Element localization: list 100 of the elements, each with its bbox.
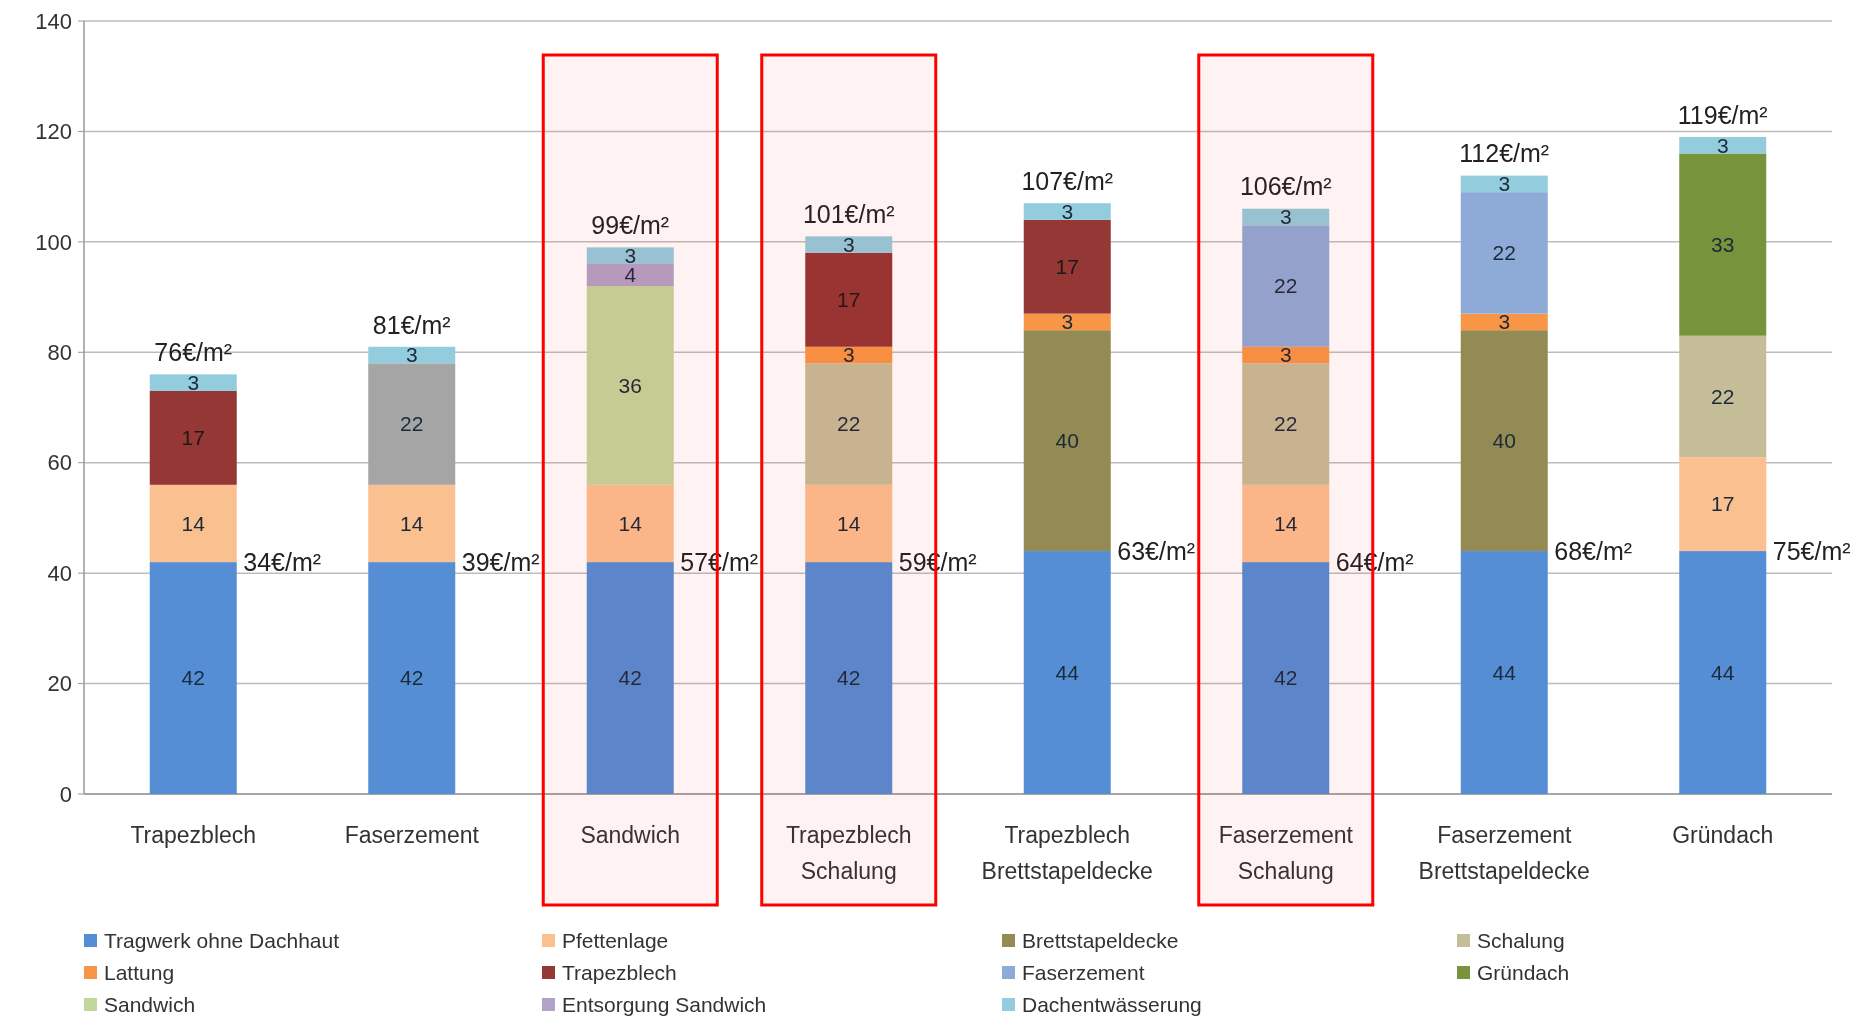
total-label: 112€/m² (1459, 139, 1550, 168)
legend-label: Faserzement (1022, 961, 1145, 985)
bar (1460, 551, 1548, 794)
y-tick-label: 80 (47, 339, 72, 365)
bar (805, 236, 893, 253)
legend-label: Brettstapeldecke (1022, 929, 1179, 953)
data-label: 44 (1711, 660, 1735, 684)
x-tick-label: Trapezblech (130, 822, 257, 848)
data-label: 3 (1061, 310, 1074, 334)
bar (1242, 346, 1330, 364)
bar (368, 346, 456, 364)
data-label: 44 (1055, 660, 1080, 684)
bar (368, 562, 456, 794)
data-label: 40 (1492, 428, 1516, 452)
bar (149, 390, 237, 485)
data-label: 14 (181, 511, 206, 535)
bar (805, 363, 893, 485)
data-label: 36 (618, 373, 642, 397)
y-tick-label: 60 (47, 450, 72, 476)
bar (1679, 136, 1767, 154)
data-label: 22 (1274, 274, 1298, 298)
annotation: 68€/m² (1554, 536, 1633, 565)
bar (586, 247, 674, 264)
y-tick-label: 120 (35, 119, 72, 145)
bar (586, 562, 674, 794)
total-label: 106€/m² (1239, 172, 1332, 201)
x-tick-label: Sandwich (580, 822, 681, 848)
data-label: 3 (1061, 199, 1074, 223)
y-tick-label: 40 (47, 560, 72, 586)
data-label: 14 (618, 511, 643, 535)
bar (149, 484, 237, 563)
data-label: 44 (1492, 660, 1517, 684)
bar (586, 286, 674, 485)
bar (586, 263, 674, 287)
legend-label: Pfettenlage (562, 929, 669, 953)
annotation: 34€/m² (243, 547, 322, 576)
data-label: 3 (842, 343, 855, 367)
total-label: 107€/m² (1021, 166, 1114, 195)
legend-label: Sandwich (104, 993, 196, 1017)
data-label: 3 (842, 232, 855, 256)
data-label: 3 (1279, 205, 1292, 229)
x-tick-label: Faserzement Brettstapeldecke (1418, 822, 1590, 884)
bar (1460, 330, 1548, 552)
bar (149, 562, 237, 794)
bar (149, 374, 237, 391)
data-label: 3 (1279, 343, 1292, 367)
bar (586, 484, 674, 563)
x-tick-label: Trapezblech Brettstapeldecke (981, 822, 1153, 884)
x-tick-label: Faserzement (344, 822, 480, 848)
bar (1679, 551, 1767, 794)
data-label: 17 (181, 426, 205, 450)
legend-label: Trapezblech (562, 961, 677, 985)
bar (1023, 219, 1111, 314)
total-label: 76€/m² (154, 338, 233, 367)
x-tick-label: Trapezblech Schalung (785, 822, 912, 884)
bar (805, 346, 893, 364)
bar (1460, 175, 1548, 193)
data-label: 3 (405, 343, 418, 367)
data-label: 42 (1274, 666, 1298, 690)
bar (368, 484, 456, 563)
legend-label: Gründach (1477, 961, 1570, 985)
bar (1242, 225, 1330, 347)
bar (1679, 457, 1767, 552)
data-label: 17 (1055, 255, 1079, 279)
bar (1460, 313, 1548, 331)
bar (1679, 335, 1767, 458)
data-label: 14 (837, 511, 861, 535)
total-label: 101€/m² (802, 200, 895, 229)
data-label: 22 (1711, 384, 1735, 408)
annotation: 75€/m² (1772, 536, 1851, 565)
data-label: 14 (400, 511, 424, 535)
y-tick-label: 140 (35, 8, 72, 34)
bar (1242, 363, 1330, 485)
bar (1460, 192, 1548, 314)
y-tick-label: 20 (47, 671, 72, 697)
legend-label: Schalung (1477, 929, 1565, 953)
data-label: 22 (1492, 241, 1516, 265)
legend-label: Tragwerk ohne Dachhaut (104, 929, 340, 953)
bar (368, 363, 456, 485)
data-label: 17 (1711, 492, 1735, 516)
data-label: 3 (1498, 310, 1511, 334)
y-tick-label: 100 (35, 229, 72, 255)
bar (1242, 562, 1330, 794)
bar (1242, 484, 1330, 563)
legend-label: Lattung (104, 961, 175, 985)
total-label: 81€/m² (372, 310, 451, 339)
total-label: 99€/m² (591, 211, 670, 240)
data-label: 42 (400, 666, 424, 690)
y-tick-label: 0 (59, 781, 72, 807)
total-label: 119€/m² (1677, 100, 1768, 129)
bar (1242, 208, 1330, 226)
data-label: 14 (1274, 511, 1298, 535)
data-label: 22 (400, 412, 424, 436)
bar (1023, 330, 1111, 552)
data-label: 42 (837, 666, 861, 690)
annotation: 39€/m² (461, 547, 540, 576)
bar (805, 562, 893, 794)
legend-label: Dachentwässerung (1022, 993, 1202, 1017)
bar (1023, 203, 1111, 220)
x-tick-label: Gründach (1672, 822, 1774, 848)
